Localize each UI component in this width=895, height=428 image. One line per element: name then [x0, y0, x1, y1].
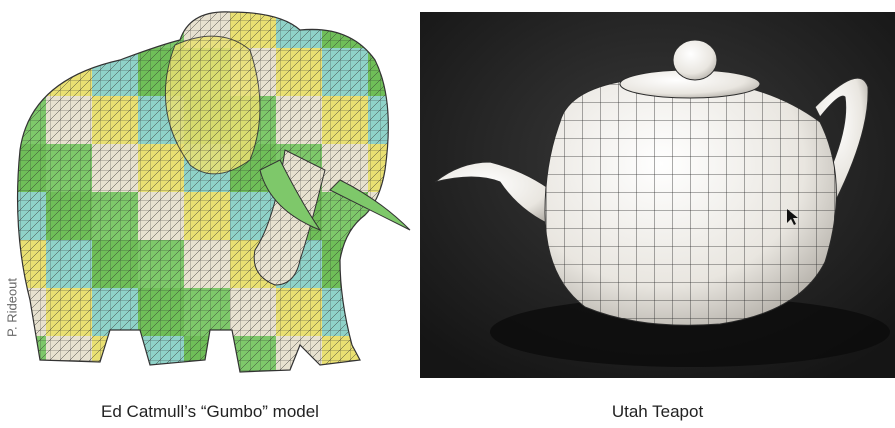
gumbo-elephant-figure	[0, 0, 420, 400]
patch	[92, 384, 138, 400]
elephant-tusk-left	[259, 159, 322, 232]
patch	[17, 48, 46, 96]
patch	[368, 336, 389, 372]
patch	[368, 240, 389, 288]
caption-gumbo: Ed Catmull’s “Gumbo” model	[101, 402, 319, 421]
patch	[46, 384, 92, 400]
patch	[0, 384, 46, 400]
elephant-tusk-right	[329, 179, 411, 231]
patch	[46, 11, 92, 48]
teapot-knob	[672, 39, 718, 81]
patch	[368, 384, 414, 400]
mouse-cursor-icon	[787, 209, 798, 225]
patch	[92, 11, 138, 48]
patch	[184, 384, 230, 400]
teapot-spout	[434, 161, 561, 228]
utah-teapot-figure	[420, 12, 895, 378]
patch	[322, 384, 368, 400]
photo-credit: P. Rideout	[4, 277, 20, 338]
patch	[368, 288, 389, 336]
patch	[368, 11, 389, 48]
patch	[230, 384, 276, 400]
patch	[138, 384, 184, 400]
patch	[276, 384, 322, 400]
patch	[414, 384, 420, 400]
patch	[17, 11, 46, 48]
caption-teapot: Utah Teapot	[611, 402, 704, 421]
utah-teapot-illustration	[420, 12, 895, 378]
gumbo-elephant-illustration	[0, 11, 420, 400]
